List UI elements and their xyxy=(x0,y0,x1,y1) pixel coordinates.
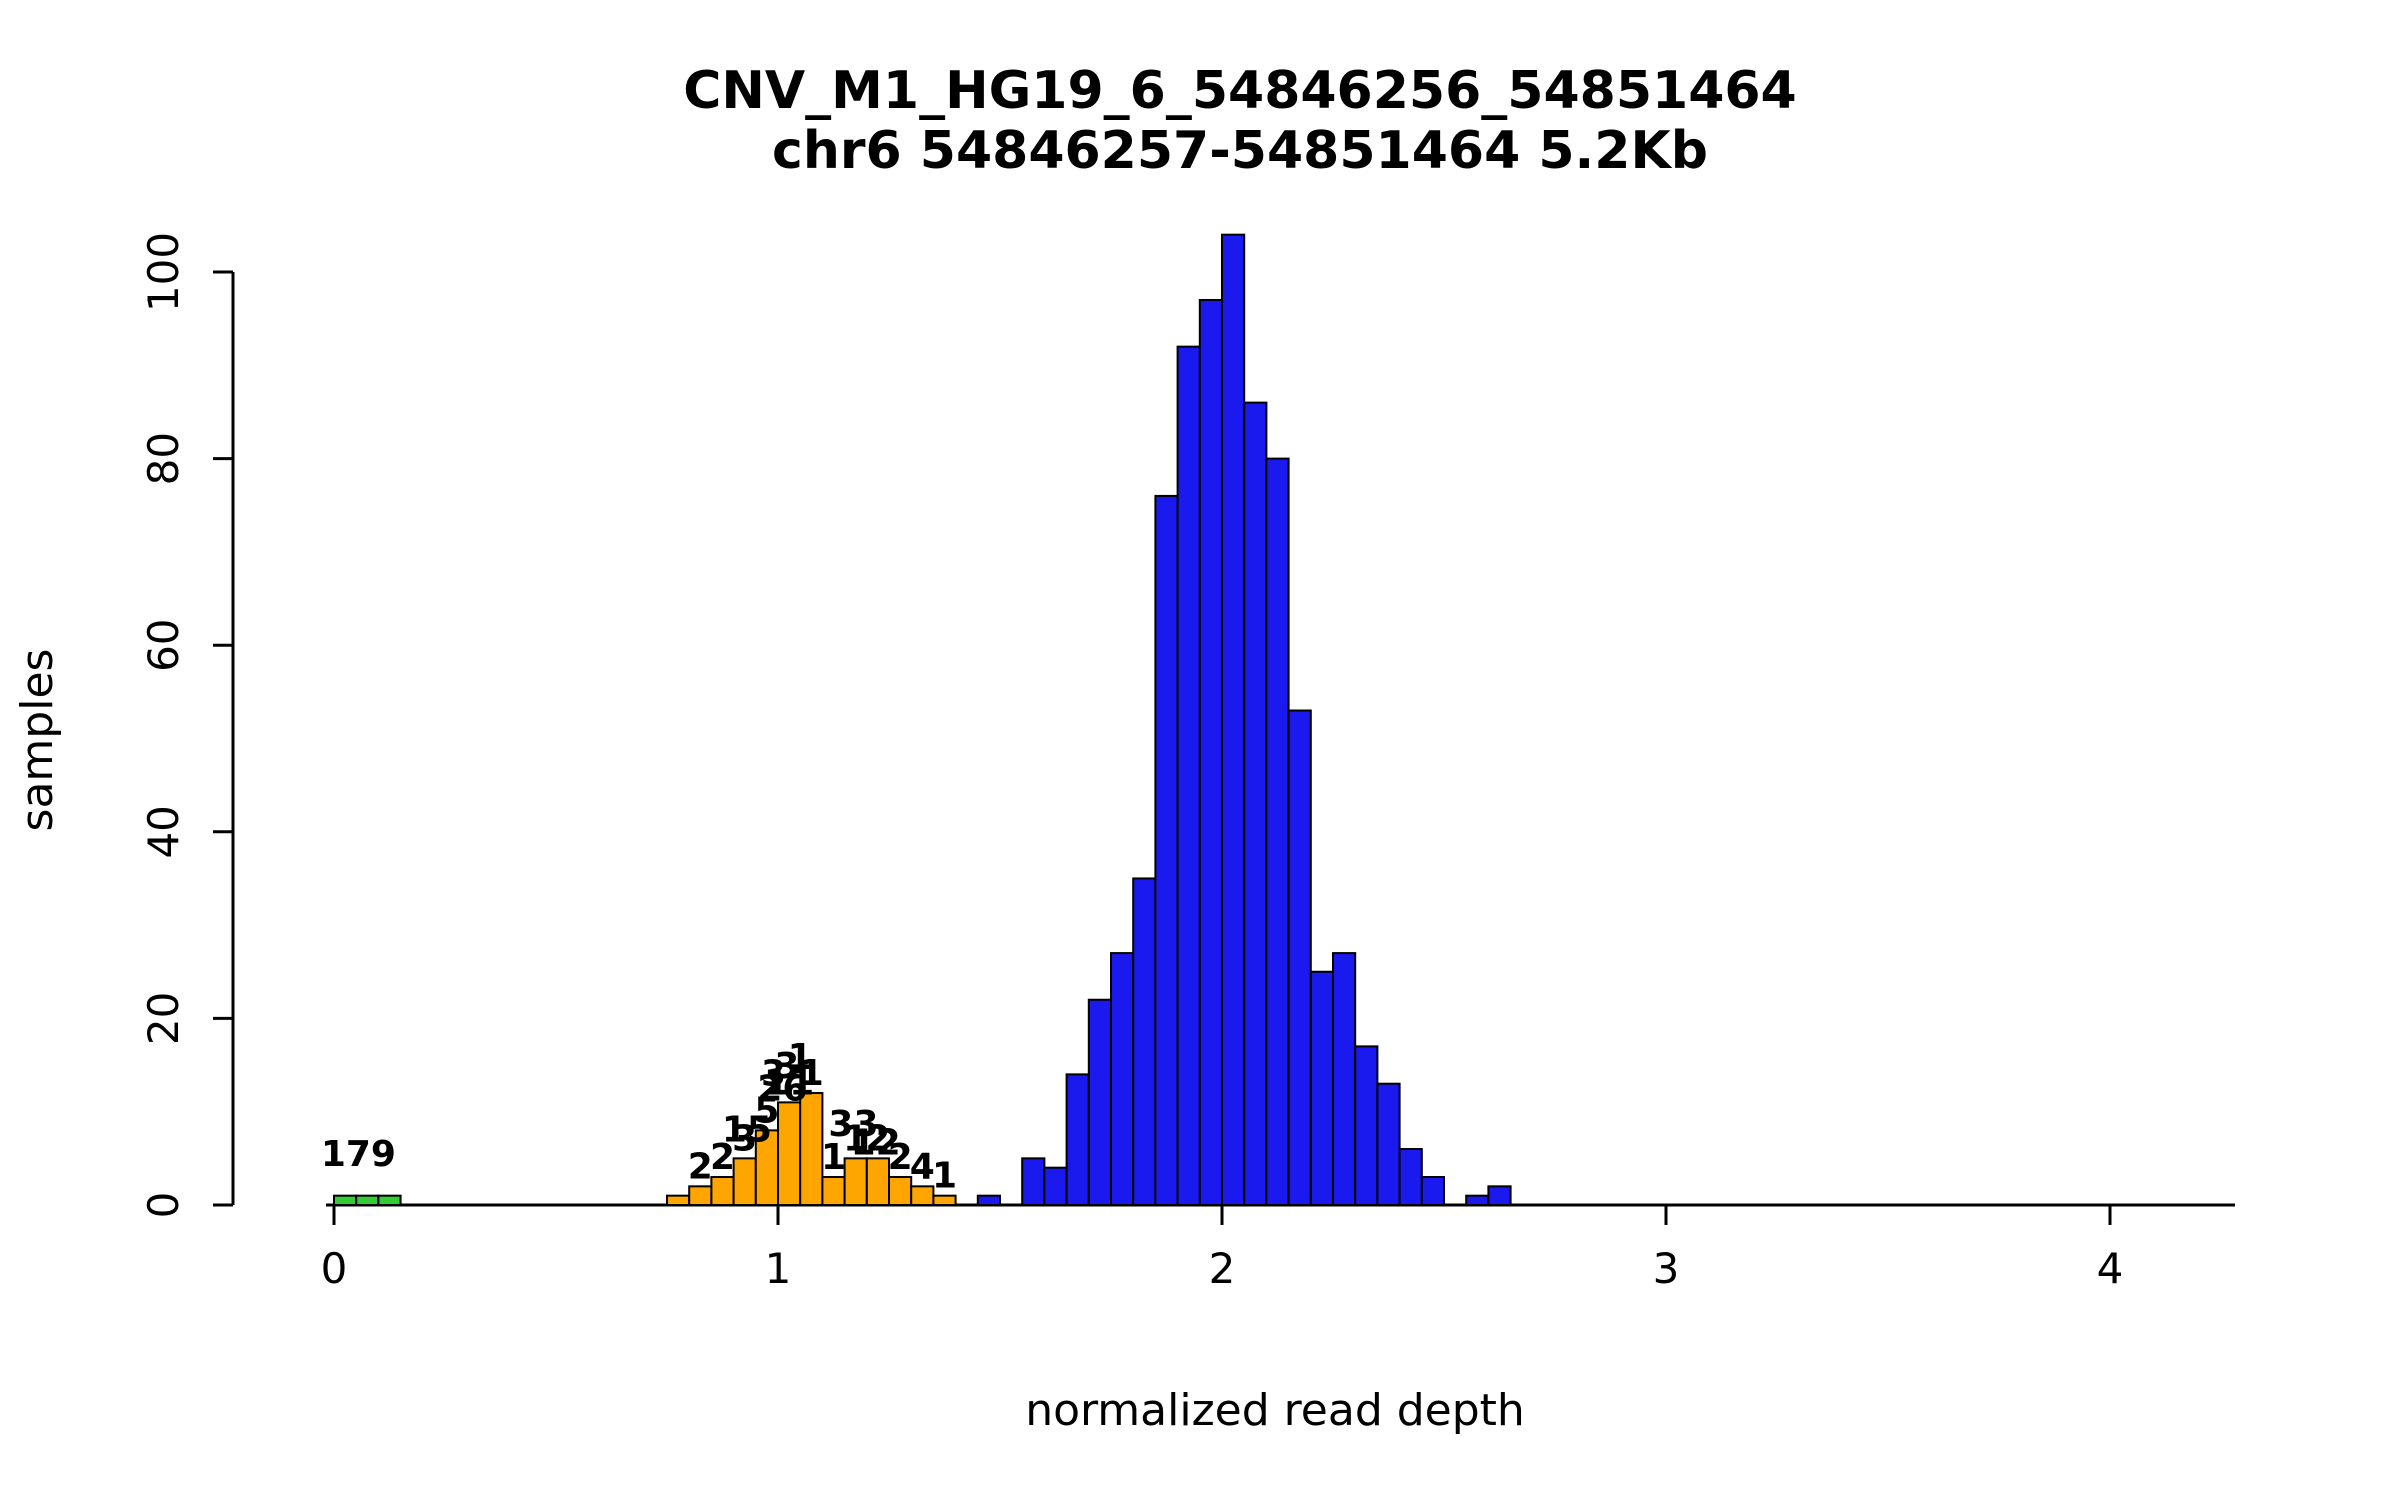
bar-count-label: 2 xyxy=(888,1137,913,1178)
histogram-bar-diploid-bins xyxy=(1309,970,1335,1206)
x-tick-label: 2 xyxy=(1209,1244,1236,1293)
histogram-bar-diploid-bins xyxy=(1376,1082,1401,1206)
bar-count-label: 2 xyxy=(688,1146,713,1187)
histogram-bar-diploid-bins xyxy=(1087,998,1113,1206)
y-tick-label: 40 xyxy=(139,805,188,858)
bar-count-label: 1 xyxy=(843,1118,868,1159)
count-annotation: 26 xyxy=(757,1069,807,1110)
histogram-bar-diploid-bins xyxy=(1065,1073,1090,1206)
histogram-bar-intermediate-bins xyxy=(865,1157,890,1206)
bar-count-label: 11 xyxy=(764,1062,814,1103)
histogram-bar-intermediate-bins xyxy=(932,1194,957,1207)
y-tick-label: 60 xyxy=(139,618,188,671)
count-annotation: 179 xyxy=(321,1134,396,1175)
histogram-bar-diploid-bins xyxy=(1465,1194,1490,1207)
y-tick-label: 100 xyxy=(139,232,188,312)
y-axis-title: samples xyxy=(12,649,63,832)
histogram-bar-diploid-bins xyxy=(1154,494,1179,1207)
count-annotation: 1 xyxy=(788,1037,813,1078)
histogram-bar-diploid-bins xyxy=(1420,1176,1446,1207)
histogram-bar-diploid-bins xyxy=(1221,233,1246,1206)
y-tick-label: 20 xyxy=(139,992,188,1045)
histogram-bar-diploid-bins xyxy=(1110,952,1135,1207)
chart-title-line2: chr6 54846257-54851464 5.2Kb xyxy=(772,121,1708,181)
histogram-bar-diploid-bins xyxy=(1021,1157,1046,1206)
histogram-bar-diploid-bins xyxy=(1354,1045,1379,1207)
chart-title-line1: CNV_M1_HG19_6_54846256_54851464 xyxy=(683,61,1797,121)
histogram-bar-diploid-bins xyxy=(1243,401,1268,1206)
count-annotation: 3 xyxy=(774,1046,799,1087)
histogram-bar-diploid-bins xyxy=(1198,298,1224,1206)
histogram-bar-intermediate-bins xyxy=(732,1157,757,1206)
histogram-bar-diploid-bins xyxy=(1398,1148,1423,1207)
x-tick-label: 4 xyxy=(2097,1244,2124,1293)
histogram-bar-diploid-bins xyxy=(1132,877,1157,1206)
bar-count-label: 1 xyxy=(821,1137,846,1178)
histogram-bar-intermediate-bins xyxy=(910,1185,935,1206)
bar-count-label: 3 xyxy=(732,1118,757,1159)
x-axis-title: normalized read depth xyxy=(1025,1385,1525,1436)
histogram-bar-diploid-bins xyxy=(1487,1185,1512,1206)
bar-count-label: 5 xyxy=(754,1090,779,1131)
histogram-bar-diploid-bins xyxy=(1332,952,1357,1207)
histogram-bar-diploid-bins xyxy=(1043,1166,1068,1207)
count-annotation: 15 xyxy=(722,1110,772,1151)
histogram-bar-intermediate-bins xyxy=(799,1092,824,1207)
histogram-bar-intermediate-bins xyxy=(821,1176,846,1207)
count-annotation: 3 xyxy=(761,1054,786,1095)
bar-count-label: 4 xyxy=(910,1146,935,1187)
x-tick-label: 3 xyxy=(1653,1244,1680,1293)
bar-count-label: 2 xyxy=(865,1118,890,1159)
histogram-bar-diploid-bins xyxy=(1287,709,1312,1206)
y-tick-label: 0 xyxy=(139,1192,188,1219)
histogram-bar-diploid-bins xyxy=(976,1194,1001,1207)
histogram-bar-intermediate-bins xyxy=(688,1185,713,1206)
bars-layer xyxy=(333,233,1512,1207)
histogram-bar-intermediate-bins xyxy=(888,1176,913,1207)
histogram-bar-diploid-bins xyxy=(1176,345,1201,1206)
bar-count-label: 2 xyxy=(710,1137,735,1178)
y-tick-label: 80 xyxy=(139,432,188,485)
count-annotation: 12 xyxy=(851,1123,901,1164)
x-tick-label: 0 xyxy=(321,1244,348,1293)
count-annotation: 33 xyxy=(828,1104,878,1145)
histogram-bar-intermediate-bins xyxy=(666,1194,691,1207)
histogram-bar-deletion-bins xyxy=(377,1194,402,1207)
histogram-bar-diploid-bins xyxy=(1265,457,1290,1207)
histogram-bar-intermediate-bins xyxy=(777,1101,802,1206)
histogram-bar-deletion-bins xyxy=(333,1194,358,1207)
histogram-bar-intermediate-bins xyxy=(843,1157,868,1206)
bar-count-label: 1 xyxy=(799,1053,824,1094)
bar-count-label: 1 xyxy=(932,1156,957,1197)
histogram-bar-intermediate-bins xyxy=(710,1176,735,1207)
x-tick-label: 1 xyxy=(765,1244,792,1293)
histogram-bar-deletion-bins xyxy=(355,1194,380,1207)
